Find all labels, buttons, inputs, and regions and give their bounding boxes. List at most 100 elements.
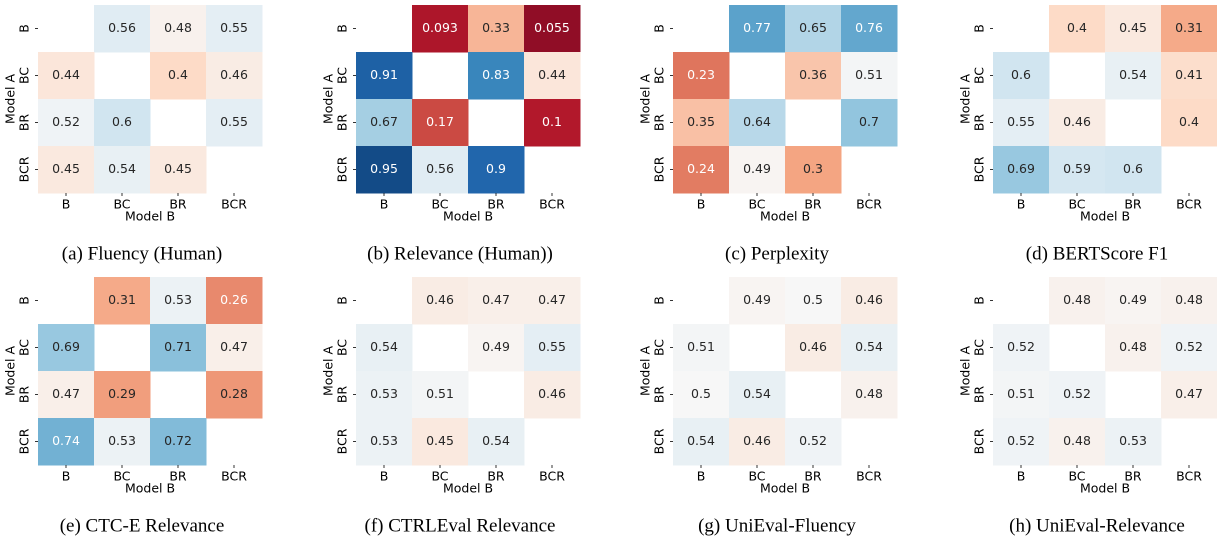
cell-label: 0.9 (486, 161, 506, 176)
cell-label: 0.53 (1119, 433, 1147, 448)
y-tick-label: BC (652, 67, 667, 84)
y-tick-label: B (335, 24, 350, 33)
cell-label: 0.36 (799, 67, 827, 82)
cell-label: 0.29 (108, 386, 136, 401)
y-axis-label: Model A (321, 74, 336, 125)
heat-cell (1105, 277, 1162, 325)
y-tick-label: B (335, 296, 350, 305)
cell-label: 0.65 (799, 20, 827, 35)
cell-label: 0.45 (52, 161, 80, 176)
cell-label: 0.7 (859, 114, 879, 129)
cell-label: 0.44 (538, 67, 566, 82)
heat-cell (1161, 277, 1217, 325)
x-tick-label: BC (1068, 197, 1085, 212)
cell-label: 0.44 (52, 67, 80, 82)
heat-cell (150, 277, 207, 325)
heat-cell (673, 418, 730, 466)
caption: (g) UniEval-Fluency (698, 515, 856, 536)
cell-label: 0.71 (164, 339, 192, 354)
heat-cell (841, 99, 898, 147)
heat-cell (993, 52, 1050, 100)
cell-label: 0.1 (542, 114, 562, 129)
heat-cell (524, 52, 581, 100)
caption: (f) CTRLEval Relevance (365, 515, 556, 536)
cell-label: 0.24 (687, 161, 715, 176)
cell-label: 0.52 (1007, 433, 1035, 448)
heat-cell (993, 146, 1050, 194)
heat-cell (524, 5, 581, 53)
cell-label: 0.59 (1063, 161, 1091, 176)
heat-cell (993, 371, 1050, 419)
heat-cell (524, 371, 581, 419)
y-tick-label: BCR (17, 428, 32, 454)
y-tick-label: BC (652, 339, 667, 356)
heat-cell (729, 5, 786, 53)
heat-cell (673, 324, 730, 372)
heat-cell (412, 277, 469, 325)
cell-label: 0.31 (108, 292, 136, 307)
heat-cell (38, 371, 95, 419)
cell-label: 0.49 (743, 292, 771, 307)
x-tick-label: B (380, 469, 389, 484)
x-tick-label: BC (113, 197, 130, 212)
heat-cell (94, 277, 151, 325)
cell-label: 0.48 (855, 386, 883, 401)
heat-cell (206, 5, 263, 53)
heat-cell (1105, 52, 1162, 100)
heat-cell (993, 418, 1050, 466)
heat-cell (993, 324, 1050, 372)
cell-label: 0.48 (1119, 339, 1147, 354)
cell-label: 0.41 (1175, 67, 1203, 82)
cell-label: 0.47 (538, 292, 566, 307)
cell-label: 0.48 (164, 20, 192, 35)
heat-cell (412, 5, 469, 53)
heat-cell (785, 324, 842, 372)
caption: (c) Perplexity (725, 243, 829, 264)
cell-label: 0.45 (1119, 20, 1147, 35)
heat-cell (468, 277, 525, 325)
heat-cell (94, 99, 151, 147)
cell-label: 0.51 (426, 386, 454, 401)
x-tick-label: B (62, 197, 71, 212)
heat-cell (785, 5, 842, 53)
x-axis-label: Model B (443, 209, 493, 224)
caption: (e) CTC-E Relevance (60, 515, 225, 536)
x-tick-label: BCR (1176, 197, 1202, 212)
heat-cell (729, 371, 786, 419)
x-tick-label: B (62, 469, 71, 484)
heat-cell (841, 324, 898, 372)
x-axis-label: Model B (760, 481, 810, 496)
heat-cell (785, 52, 842, 100)
heat-cell (150, 324, 207, 372)
y-tick-label: BC (335, 67, 350, 84)
y-tick-label: BCR (972, 156, 987, 182)
cell-label: 0.52 (799, 433, 827, 448)
heat-cell (1049, 277, 1106, 325)
cell-label: 0.52 (1175, 339, 1203, 354)
heat-cell (94, 418, 151, 466)
cell-label: 0.49 (743, 161, 771, 176)
heat-cell (1105, 324, 1162, 372)
cell-label: 0.56 (108, 20, 136, 35)
y-tick-label: BCR (17, 156, 32, 182)
cell-label: 0.55 (220, 20, 248, 35)
x-tick-label: BCR (856, 469, 882, 484)
cell-label: 0.46 (799, 339, 827, 354)
x-axis-label: Model B (1080, 481, 1130, 496)
heat-cell (1049, 418, 1106, 466)
y-tick-label: BCR (972, 428, 987, 454)
cell-label: 0.49 (1119, 292, 1147, 307)
cell-label: 0.83 (482, 67, 510, 82)
heat-cell (673, 146, 730, 194)
cell-label: 0.53 (108, 433, 136, 448)
cell-label: 0.46 (1063, 114, 1091, 129)
cell-label: 0.47 (482, 292, 510, 307)
cell-label: 0.76 (855, 20, 883, 35)
y-tick-label: BC (972, 67, 987, 84)
x-tick-label: BR (1124, 469, 1142, 484)
x-axis-label: Model B (443, 481, 493, 496)
cell-label: 0.54 (108, 161, 136, 176)
heat-cell (729, 99, 786, 147)
x-tick-label: B (380, 197, 389, 212)
